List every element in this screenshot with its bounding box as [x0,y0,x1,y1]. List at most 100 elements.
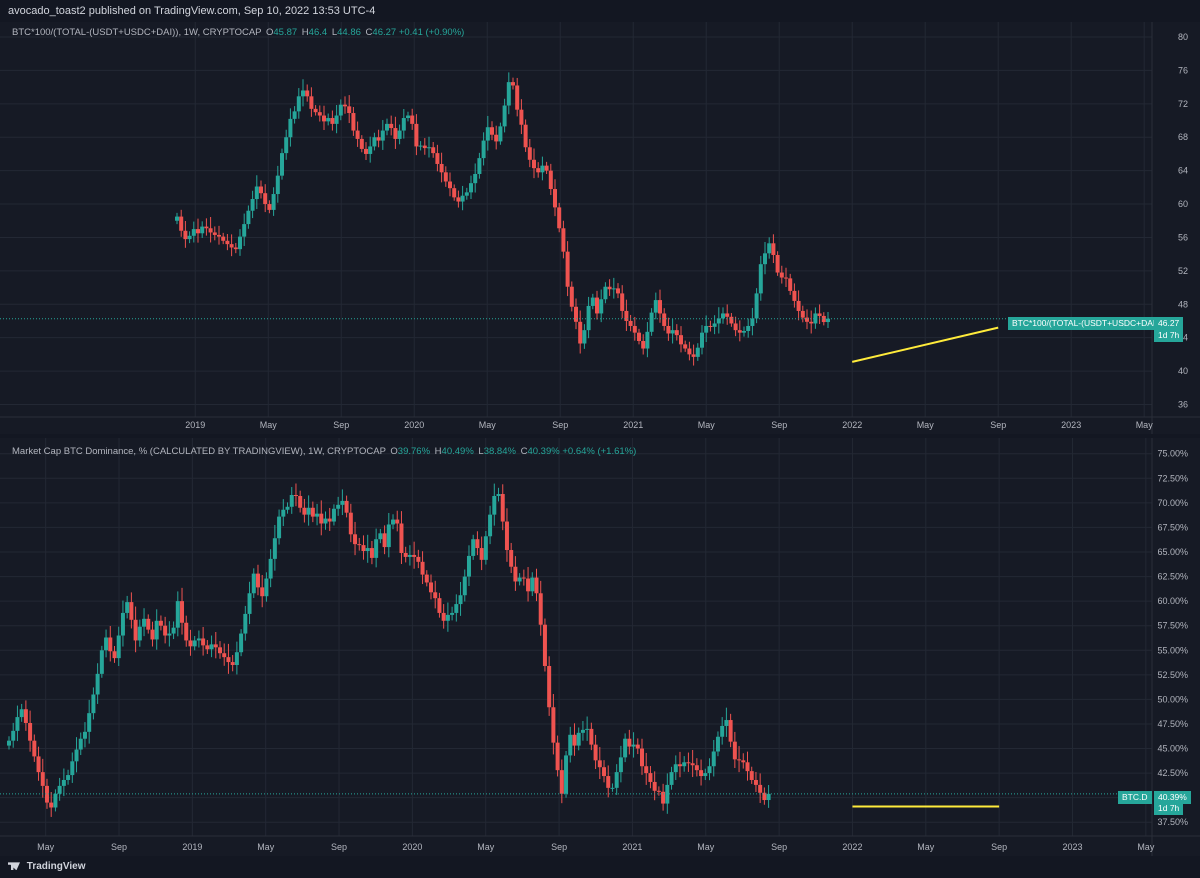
top-candle [569,286,574,307]
top-candle [616,288,620,294]
bottom-candle [137,626,142,641]
bottom-candle [475,539,480,549]
top-candle [494,134,499,142]
top-countdown-tag: 1d 7h [1154,329,1184,342]
bottom-candle [306,507,311,515]
top-candle [733,323,738,331]
bottom-candle [661,791,666,804]
bottom-candle [572,734,577,746]
top-candle [242,224,247,237]
top-candle [456,197,461,202]
top-candle [275,175,280,195]
bottom-candle [104,637,109,651]
bottom-candle [230,662,235,666]
bottom-candle [618,757,623,773]
bottom-symbol: Market Cap BTC Dominance, % (CALCULATED … [12,446,386,457]
top-candle [280,153,284,176]
bottom-time-tick: 2022 [842,842,862,852]
top-candle [271,194,276,210]
bottom-price-tick: 37.50% [1157,817,1188,827]
bottom-candle [682,762,687,767]
top-candle [527,147,532,160]
bottom-candle [466,555,471,577]
top-candle [721,313,725,319]
top-time-tick: May [698,420,716,430]
footer: TradingView [0,856,1200,878]
bottom-candle [728,720,733,742]
bottom-candle [205,645,210,650]
top-price-tick: 64 [1178,166,1188,176]
top-candle [313,108,318,113]
top-time-tick: Sep [333,420,349,430]
bottom-candle [509,550,514,567]
bottom-candle [99,650,104,674]
bottom-candle [407,554,412,557]
bottom-candle [741,760,746,763]
top-candle [448,181,452,189]
bottom-candle [28,722,33,741]
bottom-candle [585,728,590,730]
bottom-candle [454,604,459,613]
bottom-candle [635,744,640,749]
bottom-candle [669,772,674,785]
bottom-legend: Market Cap BTC Dominance, % (CALCULATED … [12,446,637,457]
bottom-candle [424,574,429,583]
top-chart-pane[interactable]: 8076726864605652484440362019MaySep2020Ma… [0,22,1200,434]
top-candle [805,317,809,322]
bottom-candle [19,709,24,718]
bottom-candle [471,539,476,556]
bottom-symbol-tag: BTC.D [1118,791,1152,804]
bottom-candle [255,573,260,588]
bottom-chart-pane[interactable]: 75.00% 72.50% 70.00% 67.50% 65.00% 62.50% 60.0… [0,438,1200,856]
bottom-candle [192,640,197,647]
top-time-tick: May [917,420,935,430]
bottom-candle [234,652,239,666]
top-candles [175,72,830,366]
top-candle [729,316,734,324]
bottom-candle [331,508,336,522]
top-candle [687,348,692,355]
top-candle [540,165,545,173]
top-time-tick: May [260,420,278,430]
bottom-high: 40.49% [441,446,474,457]
top-time-tick: 2019 [185,420,205,430]
top-candle [208,228,213,233]
bottom-price-tick: 55.00% [1157,645,1188,655]
top-time-tick: 2020 [404,420,424,430]
top-candle [452,188,457,198]
bottom-countdown-tag: 1d 7h [1154,802,1184,815]
bottom-candle [57,785,62,794]
top-candle [532,159,536,169]
top-candle [435,153,440,164]
top-candle [565,251,570,287]
top-candle [628,320,633,326]
top-candle [485,127,490,141]
bottom-price-tick: 42.50% [1157,768,1188,778]
top-candle [649,312,654,332]
bottom-candle [239,633,244,653]
top-candle [460,195,465,202]
top-price-tick: 76 [1178,65,1188,75]
bottom-candle [391,519,396,525]
bottom-candle [23,709,28,723]
top-candle [498,126,503,142]
bottom-candle [70,761,75,776]
top-time-tick: Sep [771,420,787,430]
bottom-candle [631,744,636,747]
bottom-candles [7,483,771,817]
bottom-candle [209,644,214,650]
top-price-tick: 72 [1178,99,1188,109]
bottom-candle [526,578,531,592]
top-candle [443,172,448,182]
bottom-candle [564,755,569,794]
top-candle [771,243,776,255]
bottom-candle [530,577,535,592]
top-candle [490,127,494,135]
top-open: 45.87 [273,27,298,38]
top-candle [389,123,394,129]
top-candle [700,332,704,348]
bottom-candle [766,793,771,801]
top-candle [792,290,797,301]
top-time-axis: 2019 May Sep 2020 May Sep 2021 May Sep 2022 May Sep… [185,420,1153,430]
bottom-time-tick: Sep [111,842,127,852]
